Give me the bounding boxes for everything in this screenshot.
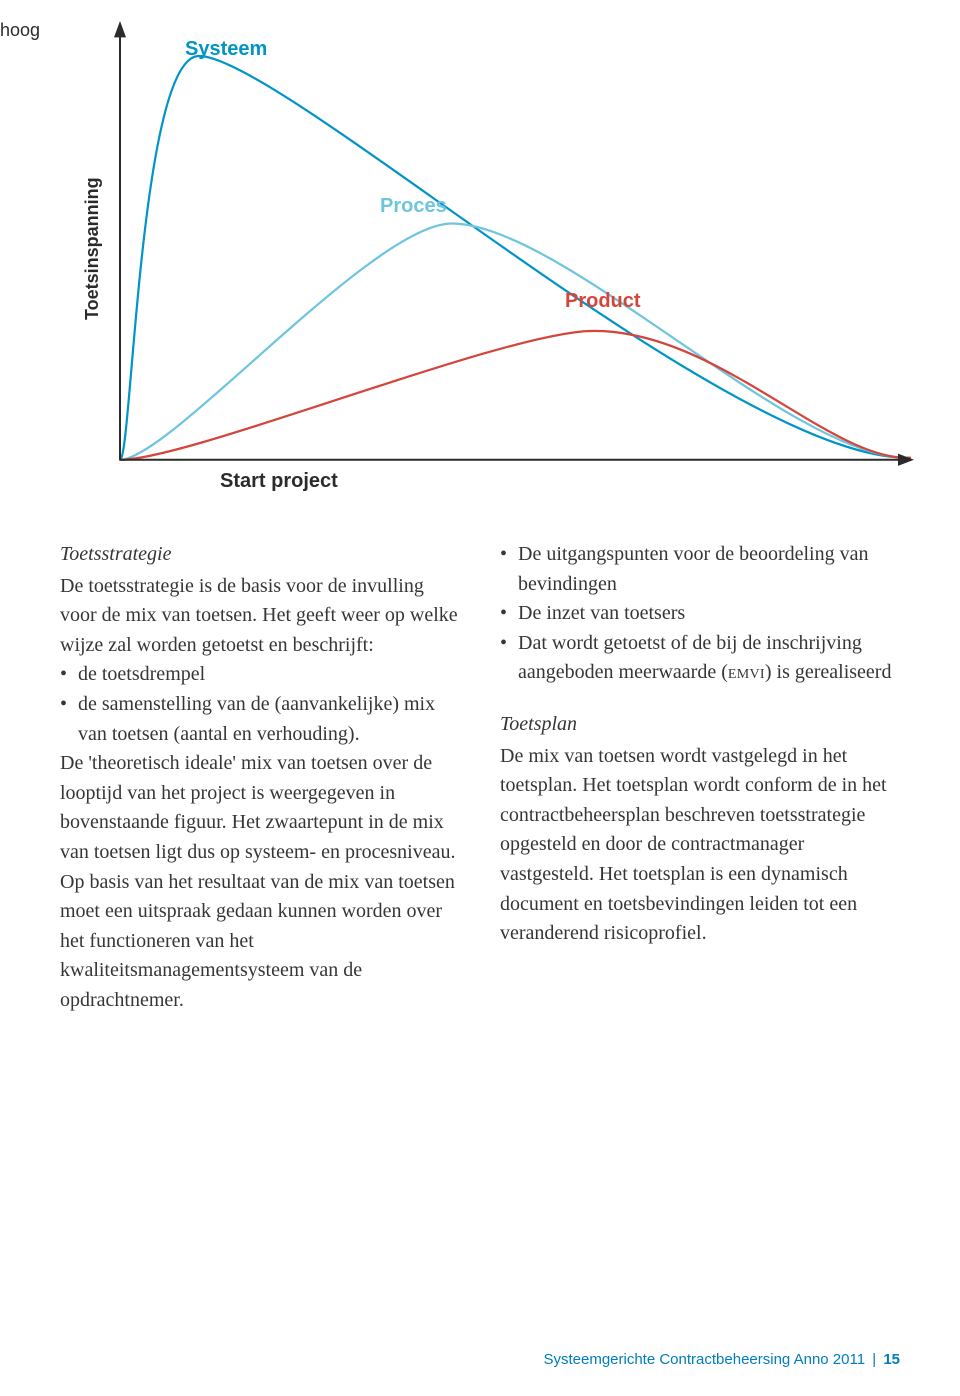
curve-label-product: Product: [565, 290, 641, 313]
curve-label-systeem: Systeem: [185, 38, 267, 61]
list-item: de samenstelling van de (aanvankelijke) …: [60, 690, 460, 749]
right-body: De mix van toetsen wordt vastgelegd in h…: [500, 742, 900, 949]
footer-separator: |: [872, 1351, 876, 1368]
list-item: De inzet van toetsers: [500, 599, 900, 629]
right-column: De uitgangspunten voor de beoordeling va…: [500, 540, 900, 1016]
left-body: De 'theoretisch ideale' mix van toetsen …: [60, 749, 460, 1015]
x-axis-label: Start project: [220, 470, 338, 493]
y-top-label: hoog: [0, 20, 40, 41]
toets-chart: hoog Toetsinspanning Systeem Proces Prod…: [60, 20, 920, 500]
text-columns: Toetsstrategie De toetsstrategie is de b…: [60, 540, 900, 1016]
left-column: Toetsstrategie De toetsstrategie is de b…: [60, 540, 460, 1016]
list-item: Dat wordt getoetst of de bij de inschrij…: [500, 629, 900, 688]
left-section-title: Toetsstrategie: [60, 540, 460, 570]
curve-label-proces: Proces: [380, 195, 447, 218]
right-top-bullets: De uitgangspunten voor de beoordeling va…: [500, 540, 900, 688]
page-footer: Systeemgerichte Contractbeheersing Anno …: [543, 1351, 900, 1368]
right-section-title: Toetsplan: [500, 710, 900, 740]
curve-product: [120, 331, 910, 460]
left-intro: De toetsstrategie is de basis voor de in…: [60, 572, 460, 661]
curve-systeem: [120, 56, 910, 460]
footer-text: Systeemgerichte Contractbeheersing Anno …: [543, 1351, 865, 1368]
list-item: De uitgangspunten voor de beoordeling va…: [500, 540, 900, 599]
chart-svg: [100, 20, 920, 470]
list-item: de toetsdrempel: [60, 660, 460, 690]
page-number: 15: [883, 1351, 900, 1368]
left-bullets: de toetsdrempel de samenstelling van de …: [60, 660, 460, 749]
